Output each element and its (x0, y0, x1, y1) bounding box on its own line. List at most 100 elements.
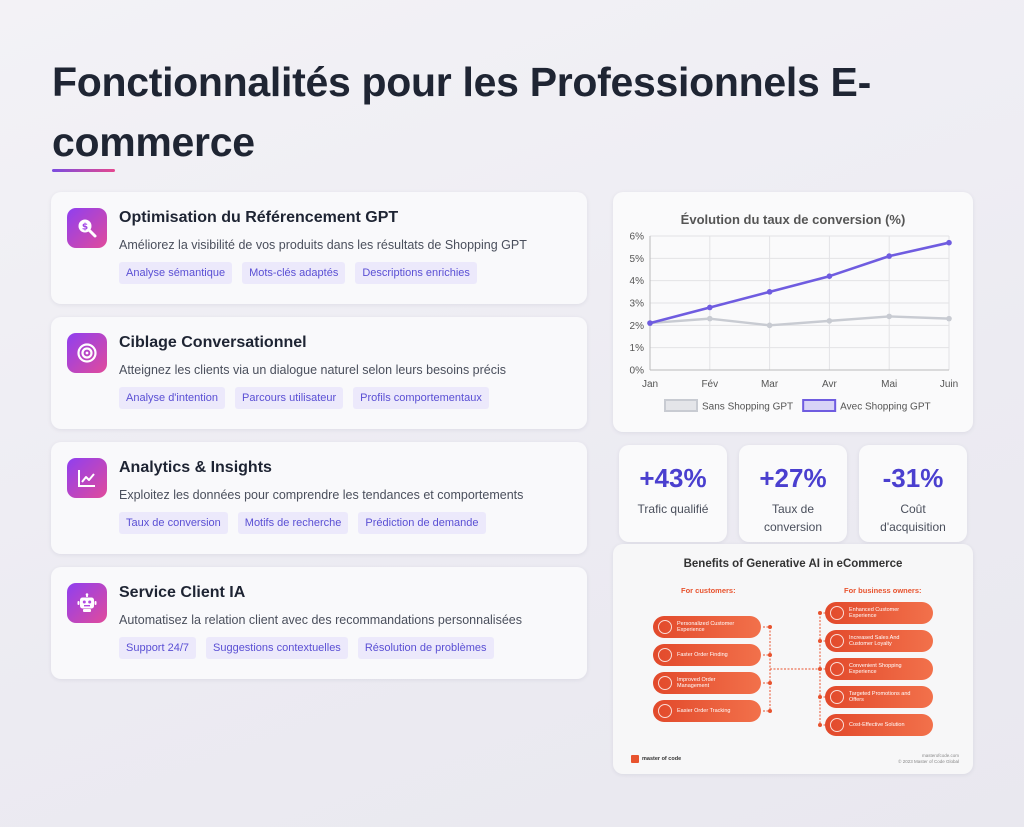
feature-card-targeting: Ciblage Conversationnel Atteignez les cl… (51, 317, 587, 429)
data-point (826, 273, 833, 279)
data-point (886, 313, 892, 320)
brand-logo-icon (631, 755, 639, 763)
chart-line-icon (67, 458, 107, 498)
benefit-icon (830, 718, 844, 732)
x-tick-label: Avr (822, 379, 837, 390)
data-point (826, 318, 833, 324)
feature-title: Ciblage Conversationnel (119, 334, 307, 351)
title-underline (52, 169, 115, 172)
benefit-pill: Easier Order Tracking (653, 700, 761, 722)
tag: Mots-clés adaptés (242, 262, 346, 284)
infographic-title: Benefits of Generative AI in eCommerce (683, 558, 903, 570)
legend-label: Sans Shopping GPT (702, 402, 793, 413)
legend-label: Avec Shopping GPT (840, 402, 930, 413)
tag: Profils comportementaux (353, 387, 489, 409)
owners-heading: For business owners: (844, 586, 922, 595)
feature-description: Atteignez les clients via un dialogue na… (119, 363, 507, 377)
stat-card-acquisition: -31% Coût d'acquisition (859, 445, 967, 542)
feature-card-support: Service Client IA Automatisez la relatio… (51, 567, 587, 679)
benefit-pill: Convenient Shopping Experience (825, 658, 933, 680)
y-tick-label: 6% (630, 232, 645, 243)
y-tick-label: 3% (630, 299, 645, 310)
infographic-footer: masterofcode.com © 2023 Master of Code G… (898, 753, 959, 765)
benefit-icon (658, 648, 672, 662)
data-point (886, 253, 892, 259)
benefit-pill: Personalized Customer Experience (653, 616, 761, 638)
feature-title: Analytics & Insights (119, 459, 272, 476)
y-tick-label: 2% (630, 321, 645, 332)
benefit-pill: Faster Order Finding (653, 644, 761, 666)
copyright: © 2023 Master of Code Global (898, 759, 959, 764)
tag: Descriptions enrichies (355, 262, 477, 284)
site: masterofcode.com (921, 753, 959, 758)
series-line-1 (649, 315, 950, 327)
feature-description: Améliorez la visibilité de vos produits … (119, 238, 527, 252)
legend-swatch (802, 399, 837, 412)
genai-infographic: Benefits of Generative AI in eCommerce F… (613, 544, 973, 774)
tag: Parcours utilisateur (235, 387, 344, 409)
data-point (707, 315, 713, 322)
feature-card-analytics: Analytics & Insights Exploitez les donné… (51, 442, 587, 554)
target-icon (67, 333, 107, 373)
feature-title: Service Client IA (119, 584, 246, 601)
robot-icon (67, 583, 107, 623)
legend-swatch (664, 399, 698, 412)
tag: Taux de conversion (119, 512, 228, 534)
x-tick-label: Fév (701, 379, 718, 390)
benefit-icon (830, 690, 844, 704)
data-point (766, 322, 773, 329)
tag: Analyse sémantique (119, 262, 233, 284)
x-tick-label: Jan (642, 379, 658, 390)
tag: Résolution de problèmes (357, 637, 494, 659)
feature-description: Exploitez les données pour comprendre le… (119, 488, 524, 502)
data-point (707, 304, 713, 311)
conversion-chart-panel: Évolution du taux de conversion (%) 0% 1%… (613, 192, 973, 432)
benefit-pill: Targeted Promotions and Offers (825, 686, 933, 708)
y-tick-label: 0% (630, 366, 645, 377)
svg-text:$: $ (82, 222, 88, 232)
stat-label: Coût d'acquisition (880, 502, 946, 534)
tag: Analyse d'intention (119, 387, 225, 409)
feature-card-seo: $ Optimisation du Référencement GPT Amél… (51, 192, 587, 304)
benefit-icon (830, 606, 844, 620)
benefit-icon (658, 620, 672, 634)
tag: Support 24/7 (119, 637, 196, 659)
tag: Motifs de recherche (237, 512, 349, 534)
benefit-icon (658, 704, 672, 718)
benefit-icon (830, 634, 844, 648)
x-tick-label: Mai (881, 379, 897, 390)
x-tick-label: Mar (761, 379, 779, 390)
conversion-line-chart: 0% 1% 2% 3% 4% 5% 6% Jan Fév Mar Avr Mai Juin Sans Sh… (630, 232, 959, 413)
customers-heading: For customers: (681, 586, 736, 595)
infographic-connectors (763, 611, 826, 727)
stat-value: -31% (882, 463, 944, 493)
benefit-pill: Enhanced Customer Experience (825, 602, 933, 624)
data-point (946, 239, 952, 246)
feature-title: Optimisation du Référencement GPT (119, 209, 399, 226)
feature-description: Automatisez la relation client avec des … (119, 613, 522, 627)
benefit-icon (658, 676, 672, 690)
stat-label: Trafic qualifié (637, 502, 709, 516)
data-point (647, 320, 653, 326)
tag: Prédiction de demande (358, 512, 486, 534)
x-tick-label: Juin (940, 379, 958, 390)
data-point (946, 315, 952, 322)
stat-card-conversion: +27% Taux de conversion (739, 445, 847, 542)
y-tick-label: 5% (630, 254, 645, 265)
tag: Suggestions contextuelles (206, 637, 348, 659)
benefit-pill: Cost-Effective Solution (825, 714, 933, 736)
stat-label: Taux de conversion (763, 502, 823, 534)
data-point (766, 289, 773, 295)
benefit-pill: Improved Order Management (653, 672, 761, 694)
stat-card-traffic: +43% Trafic qualifié (619, 445, 727, 542)
search-money-icon: $ (67, 208, 107, 248)
benefit-icon (830, 662, 844, 676)
series-line-2 (649, 241, 950, 325)
page-title: Fonctionnalités pour les Professionnels … (52, 59, 871, 165)
chart-title: Évolution du taux de conversion (%) (680, 212, 906, 227)
brand-logo: master of code (631, 755, 681, 763)
y-tick-label: 1% (630, 343, 645, 354)
benefit-pill: Increased Sales And Customer Loyalty (825, 630, 933, 652)
y-tick-label: 4% (630, 276, 645, 287)
stat-value: +27% (759, 463, 827, 493)
